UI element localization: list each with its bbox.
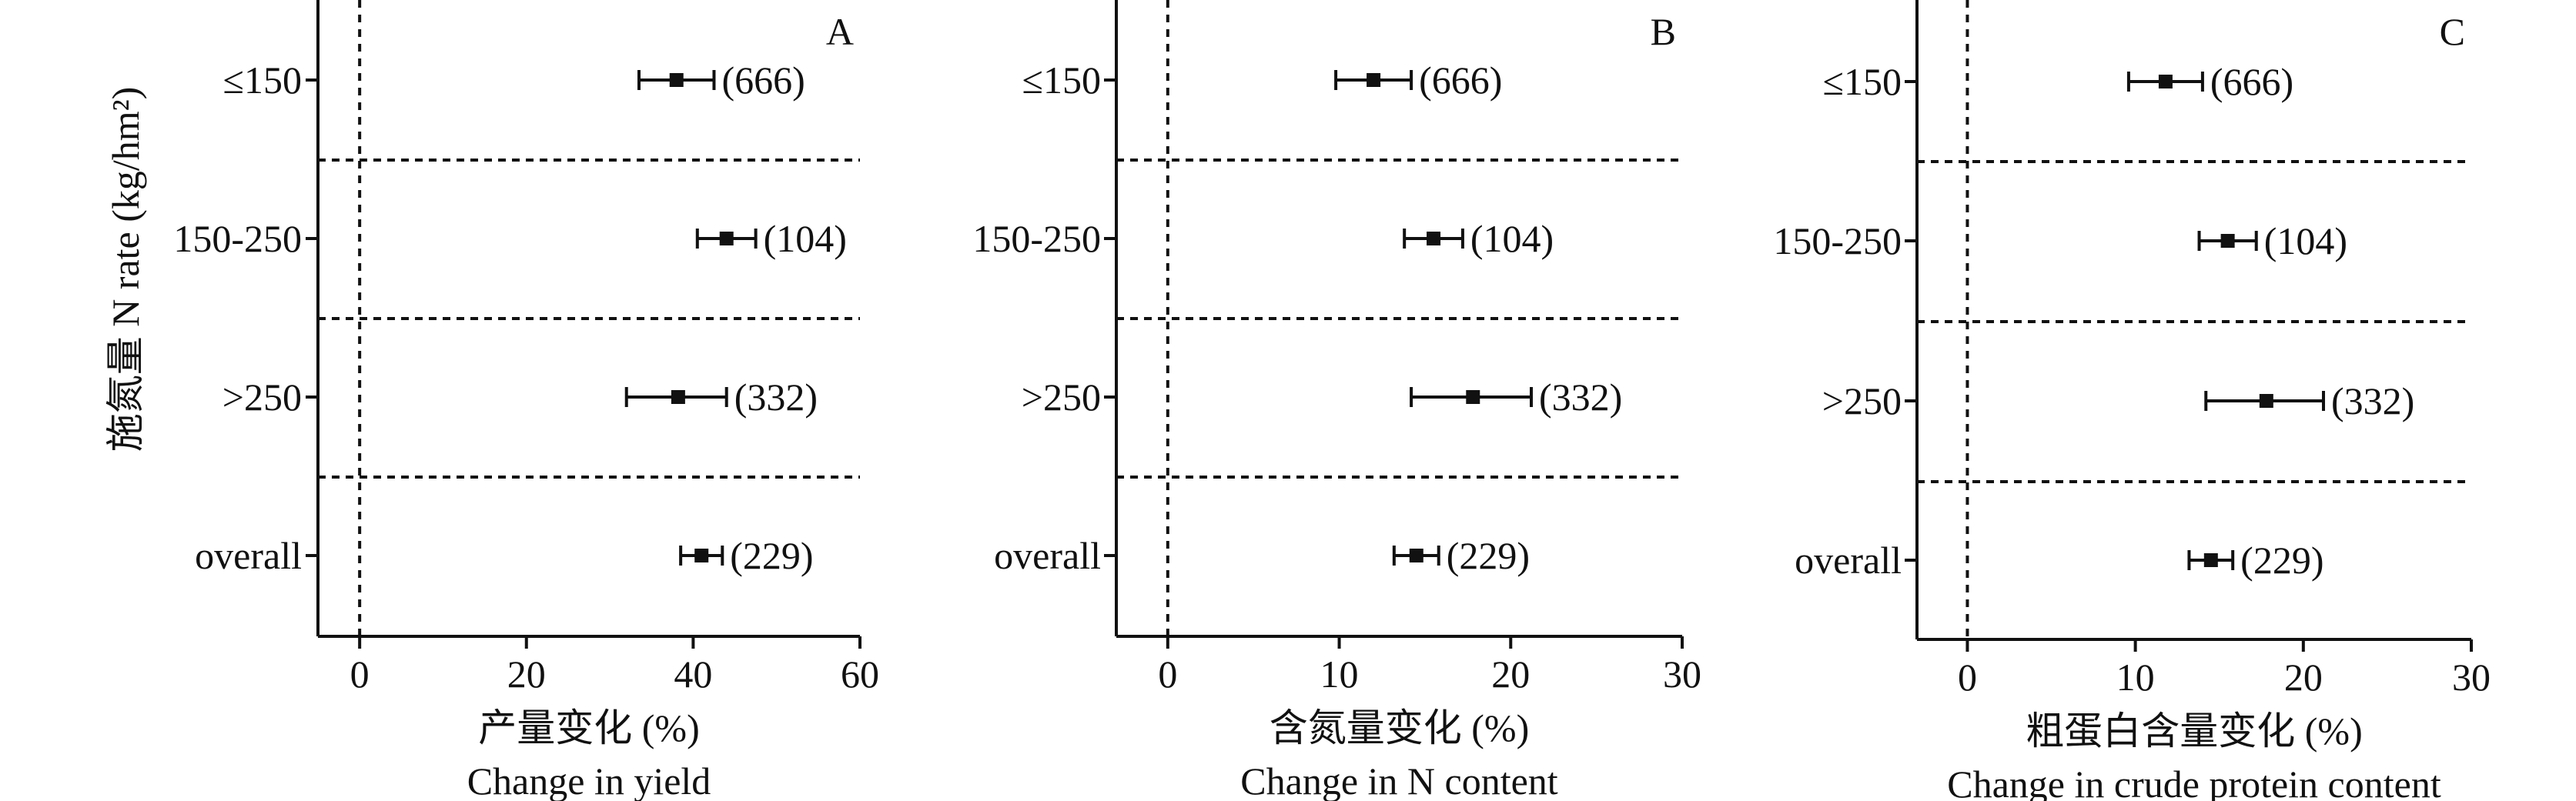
panel-label: C xyxy=(2440,10,2465,53)
y-tick-label: 150-250 xyxy=(1773,219,1902,262)
y-tick-label: overall xyxy=(1795,539,1902,582)
sample-size-label: (332) xyxy=(2331,379,2414,422)
y-tick-label: 150-250 xyxy=(972,217,1101,260)
chart-panel-c: 0 10 20 30 粗蛋白含量变化 (%) Change in crude protei… xyxy=(1773,0,2491,801)
point-estimate-marker xyxy=(2203,553,2218,567)
x-tick-label: 0 xyxy=(350,652,370,696)
point-estimate-marker xyxy=(719,232,734,245)
panel-label: B xyxy=(1651,10,1676,53)
y-tick-label: >250 xyxy=(1022,375,1101,419)
point-estimate-marker xyxy=(2158,75,2173,88)
sample-size-label: (666) xyxy=(1419,58,1502,102)
y-tick-label: ≤150 xyxy=(1022,58,1101,102)
sample-size-label: (666) xyxy=(721,58,805,102)
point-estimate-marker xyxy=(694,549,709,562)
x-axis-label-cn: 粗蛋白含量变化 (%) xyxy=(2026,709,2362,753)
x-axis-label-cn: 含氮量变化 (%) xyxy=(1270,706,1529,749)
x-tick-label: 20 xyxy=(1491,652,1530,696)
x-tick-label: 40 xyxy=(674,652,712,696)
x-axis-label-en: Change in yield xyxy=(467,759,711,801)
x-axis-label-en: Change in N content xyxy=(1240,759,1558,801)
point-estimate-marker xyxy=(671,390,685,404)
x-tick-label: 10 xyxy=(1320,652,1359,696)
sample-size-label: (229) xyxy=(1447,534,1530,577)
point-estimate-marker xyxy=(1367,73,1381,87)
y-tick-label: >250 xyxy=(1822,379,1902,422)
x-tick-label: 0 xyxy=(1958,656,1977,699)
point-estimate-marker xyxy=(1427,232,1441,245)
y-tick-label: ≤150 xyxy=(1823,60,1902,103)
x-tick-label: 10 xyxy=(2116,656,2155,699)
sample-size-label: (229) xyxy=(2240,539,2323,582)
point-estimate-marker xyxy=(1466,390,1480,404)
sample-size-label: (104) xyxy=(1470,217,1554,260)
sample-size-label: (104) xyxy=(2264,219,2347,262)
x-axis-label-cn: 产量变化 (%) xyxy=(478,706,699,749)
x-tick-label: 60 xyxy=(841,652,879,696)
point-estimate-marker xyxy=(2259,394,2273,408)
chart-panel-a: 0 20 40 60 产量变化 (%) Change in yield A ≤150 (666)… xyxy=(173,0,879,801)
x-tick-label: 20 xyxy=(2284,656,2323,699)
sample-size-label: (332) xyxy=(1539,375,1622,419)
point-estimate-marker xyxy=(2220,234,2235,248)
panel-label: A xyxy=(826,10,854,53)
sample-size-label: (332) xyxy=(734,375,818,419)
y-tick-label: overall xyxy=(994,534,1101,577)
x-tick-label: 30 xyxy=(2452,656,2491,699)
y-tick-label: ≤150 xyxy=(223,58,302,102)
x-axis-label-en: Change in crude protein content xyxy=(1947,763,2441,801)
sample-size-label: (229) xyxy=(730,534,813,577)
x-tick-label: 30 xyxy=(1663,652,1701,696)
point-estimate-marker xyxy=(669,73,684,87)
x-tick-label: 0 xyxy=(1158,652,1177,696)
point-estimate-marker xyxy=(1409,549,1423,562)
chart-panel-b: 0 10 20 30 含氮量变化 (%) Change in N content B ≤150… xyxy=(972,0,1701,801)
y-tick-label: >250 xyxy=(222,375,302,419)
sample-size-label: (666) xyxy=(2210,60,2293,103)
x-tick-label: 20 xyxy=(507,652,546,696)
sample-size-label: (104) xyxy=(764,217,847,260)
y-tick-label: 150-250 xyxy=(173,217,302,260)
y-tick-label: overall xyxy=(195,534,302,577)
y-axis-label: 施氮量 N rate (kg/hm²) xyxy=(104,87,147,452)
